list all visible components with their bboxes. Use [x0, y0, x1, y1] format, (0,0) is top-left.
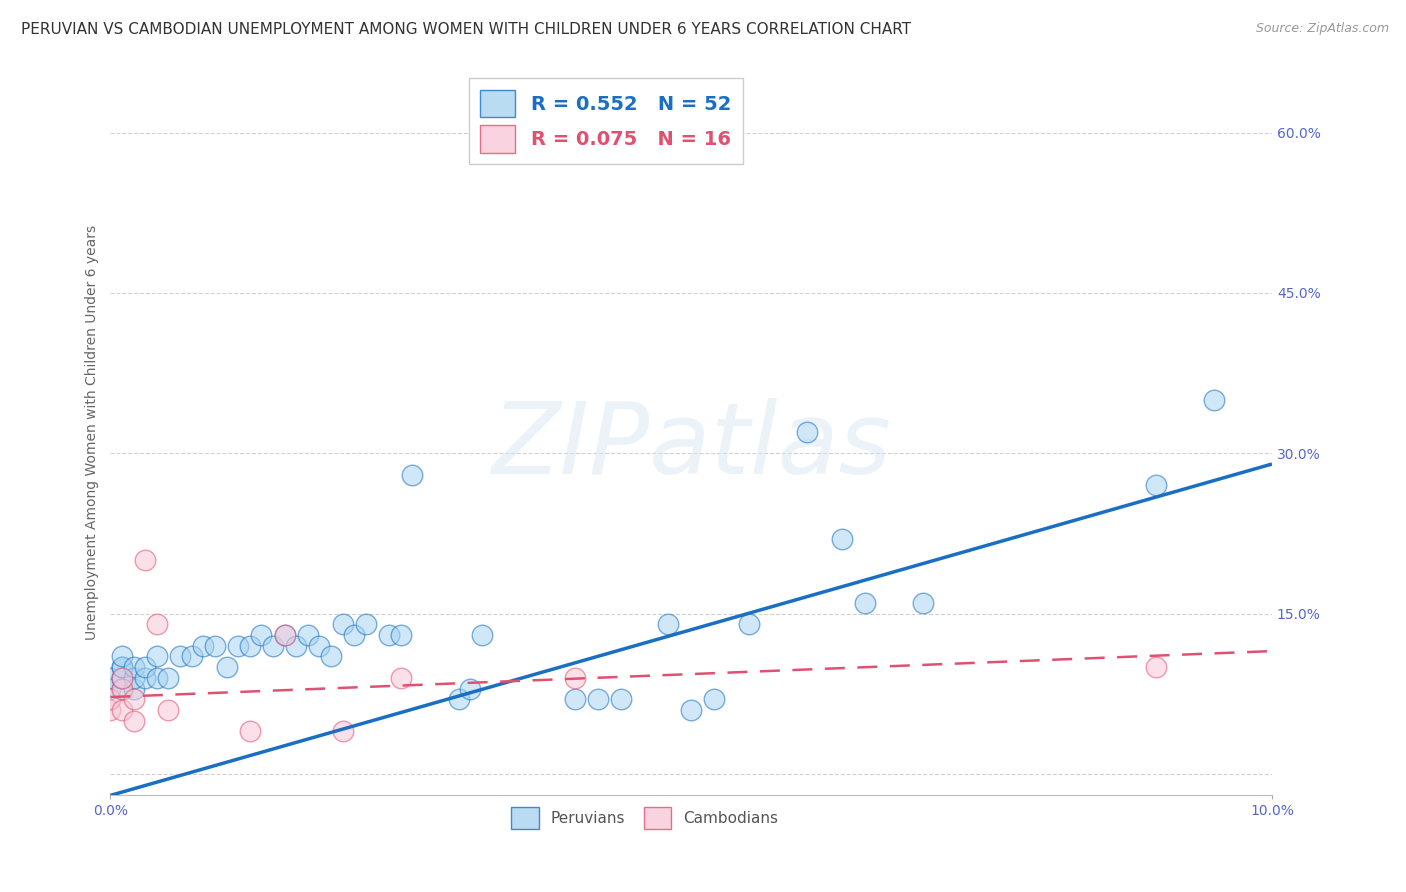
Point [588, 692, 610, 706]
Point [100, 703, 122, 717]
Point [273, 628, 295, 642]
Point [401, 467, 423, 482]
Point [564, 671, 586, 685]
Point [471, 628, 494, 642]
Point [239, 724, 262, 739]
Point [657, 617, 679, 632]
Point [332, 617, 354, 632]
Point [111, 703, 134, 717]
Point [273, 628, 295, 642]
Point [134, 660, 156, 674]
Point [122, 714, 145, 728]
Point [100, 692, 122, 706]
Point [180, 649, 202, 664]
Point [332, 724, 354, 739]
Point [343, 628, 366, 642]
Point [912, 596, 935, 610]
Point [111, 649, 134, 664]
Point [610, 692, 633, 706]
Point [285, 639, 308, 653]
Point [319, 649, 342, 664]
Text: PERUVIAN VS CAMBODIAN UNEMPLOYMENT AMONG WOMEN WITH CHILDREN UNDER 6 YEARS CORRE: PERUVIAN VS CAMBODIAN UNEMPLOYMENT AMONG… [21, 22, 911, 37]
Point [1144, 478, 1167, 492]
Point [122, 660, 145, 674]
Point [738, 617, 761, 632]
Point [447, 692, 470, 706]
Point [122, 692, 145, 706]
Point [111, 671, 134, 685]
Point [111, 660, 134, 674]
Point [134, 553, 156, 567]
Point [831, 532, 853, 546]
Point [157, 671, 180, 685]
Point [354, 617, 377, 632]
Point [378, 628, 401, 642]
Point [681, 703, 703, 717]
Point [1202, 392, 1225, 407]
Point [460, 681, 482, 696]
Point [226, 639, 249, 653]
Point [389, 671, 412, 685]
Point [215, 660, 238, 674]
Point [308, 639, 330, 653]
Point [389, 628, 412, 642]
Point [146, 617, 169, 632]
Point [100, 671, 122, 685]
Point [146, 649, 169, 664]
Point [796, 425, 818, 439]
Point [169, 649, 191, 664]
Text: Source: ZipAtlas.com: Source: ZipAtlas.com [1256, 22, 1389, 36]
Text: ZIPatlas: ZIPatlas [491, 398, 891, 495]
Point [111, 671, 134, 685]
Point [122, 681, 145, 696]
Point [122, 671, 145, 685]
Point [250, 628, 273, 642]
Point [193, 639, 215, 653]
Point [703, 692, 725, 706]
Point [239, 639, 262, 653]
Point [111, 681, 134, 696]
Y-axis label: Unemployment Among Women with Children Under 6 years: Unemployment Among Women with Children U… [86, 225, 100, 640]
Point [111, 660, 134, 674]
Point [564, 692, 586, 706]
Point [262, 639, 284, 653]
Legend: Peruvians, Cambodians: Peruvians, Cambodians [505, 801, 785, 835]
Point [134, 671, 156, 685]
Point [204, 639, 226, 653]
Point [157, 703, 180, 717]
Point [1144, 660, 1167, 674]
Point [297, 628, 319, 642]
Point [111, 681, 134, 696]
Point [100, 681, 122, 696]
Point [146, 671, 169, 685]
Point [111, 671, 134, 685]
Point [855, 596, 877, 610]
